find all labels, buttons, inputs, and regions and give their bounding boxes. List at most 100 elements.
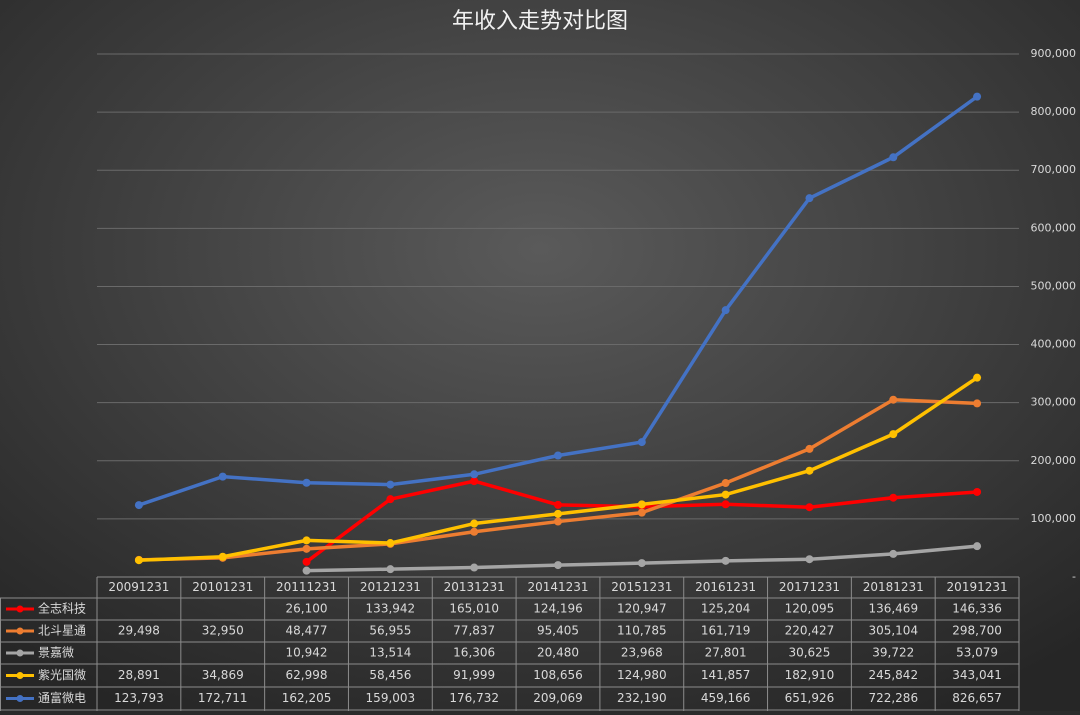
table-cell: 125,204: [701, 602, 751, 616]
y-tick-label: 300,000: [1031, 396, 1077, 409]
x-tick-label: 20111231: [276, 580, 337, 594]
table-cell: 136,469: [868, 602, 918, 616]
table-cell: 298,700: [952, 624, 1002, 638]
table-cell: 26,100: [286, 602, 328, 616]
table-cell: 245,842: [868, 668, 918, 682]
table-cell: 58,456: [369, 668, 411, 682]
table-cell: 146,336: [952, 602, 1002, 616]
point: [637, 500, 646, 509]
x-tick-label: 20171231: [779, 580, 840, 594]
point: [554, 500, 562, 509]
table-cell: 124,196: [533, 602, 583, 616]
legend-label: 北斗星通: [38, 624, 86, 638]
point: [470, 519, 479, 528]
point: [470, 477, 479, 486]
table-cell: 826,657: [952, 691, 1002, 705]
table-cell: 220,427: [785, 624, 835, 638]
table-cell: 23,968: [621, 646, 663, 660]
x-tick-label: 20131231: [444, 580, 505, 594]
x-tick-label: 20141231: [527, 580, 588, 594]
point: [637, 508, 646, 517]
point: [218, 552, 227, 561]
legend-marker: [16, 695, 24, 702]
table-cell: 29,498: [118, 624, 160, 638]
point: [889, 153, 898, 162]
point: [637, 438, 646, 447]
table-cell: 651,926: [785, 691, 835, 705]
table-cell: 27,801: [705, 646, 747, 660]
point: [637, 559, 646, 568]
x-tick-label: 20161231: [695, 580, 756, 594]
table-cell: 20,480: [537, 646, 579, 660]
point: [386, 565, 395, 574]
point: [554, 561, 562, 570]
y-tick-label: 700,000: [1031, 163, 1077, 176]
table-cell: 305,104: [868, 624, 918, 638]
point: [302, 566, 311, 575]
x-tick-label: 20091231: [108, 580, 169, 594]
y-tick-label: 200,000: [1031, 454, 1077, 467]
point: [470, 527, 479, 536]
point: [721, 479, 730, 488]
point: [134, 501, 143, 510]
point: [721, 306, 730, 315]
table-cell: 95,405: [537, 624, 579, 638]
table-cell: 16,306: [453, 646, 495, 660]
table-cell: 32,950: [202, 624, 244, 638]
table-cell: 53,079: [956, 646, 998, 660]
table-cell: 10,942: [286, 646, 328, 660]
table-cell: 108,656: [533, 668, 583, 682]
x-tick-label: 20101231: [192, 580, 253, 594]
point: [302, 536, 311, 545]
table-cell: 120,947: [617, 602, 667, 616]
legend-label: 全志科技: [38, 601, 86, 616]
point: [554, 517, 562, 526]
table-cell: 123,793: [114, 691, 164, 705]
table-cell: 133,942: [366, 602, 416, 616]
table-cell: 28,891: [118, 668, 160, 682]
table-cell: 165,010: [449, 602, 499, 616]
point: [973, 92, 982, 101]
table-cell: 77,837: [453, 624, 495, 638]
point: [721, 500, 730, 509]
x-tick-label: 20121231: [360, 580, 421, 594]
table-cell: 343,041: [952, 668, 1002, 682]
table-cell: 91,999: [453, 668, 495, 682]
table-cell: 48,477: [286, 624, 328, 638]
table-cell: 159,003: [366, 691, 416, 705]
point: [302, 557, 311, 566]
table-cell: 161,719: [701, 624, 751, 638]
point: [554, 509, 562, 518]
point: [721, 490, 730, 499]
point: [805, 503, 814, 512]
point: [302, 544, 311, 553]
legend-marker: [16, 649, 24, 657]
table-cell: 13,514: [369, 646, 411, 660]
point: [889, 549, 898, 558]
x-tick-label: 20151231: [611, 580, 672, 594]
point: [470, 563, 479, 572]
table-cell: 34,869: [202, 668, 244, 682]
point: [805, 555, 814, 564]
y-tick-label: -: [1072, 570, 1076, 583]
y-tick-label: 600,000: [1031, 221, 1077, 234]
y-tick-label: 500,000: [1031, 279, 1077, 292]
table-cell: 39,722: [872, 646, 914, 660]
point: [889, 395, 898, 404]
point: [554, 451, 562, 460]
point: [218, 472, 227, 481]
point: [805, 194, 814, 203]
legend-label: 通富微电: [38, 690, 86, 705]
table-cell: 176,732: [449, 691, 499, 705]
table-cell: 459,166: [701, 691, 751, 705]
point: [302, 478, 311, 487]
y-tick-label: 400,000: [1031, 338, 1077, 351]
point: [386, 495, 395, 504]
point: [973, 487, 982, 496]
table-cell: 30,625: [788, 646, 830, 660]
point: [973, 399, 982, 408]
point: [721, 556, 730, 565]
